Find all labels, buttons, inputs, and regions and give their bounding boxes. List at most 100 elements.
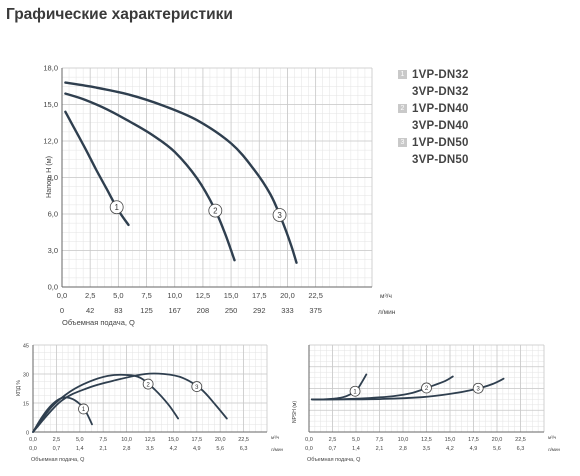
- x2-tick-label: 292: [253, 306, 266, 315]
- x-tick-label: 20,0: [280, 291, 295, 300]
- x-tick-label: 5,0: [113, 291, 123, 300]
- x-tick-label: 17,5: [191, 437, 202, 443]
- legend-marker-3: 3: [398, 138, 407, 147]
- x2-tick-label: 375: [309, 306, 322, 315]
- series-marker-label-1: 1: [82, 407, 86, 413]
- y-tick-label: 18,0: [43, 64, 58, 73]
- x2-unit-label: л/мин: [548, 447, 560, 452]
- x-tick-label: 0,0: [57, 291, 67, 300]
- legend-item-1b: 3VP-DN32: [398, 83, 469, 100]
- x-axis-title: Объемная подача, Q: [31, 457, 85, 463]
- x-tick-label: 20,0: [215, 437, 226, 443]
- x-tick-label: 7,5: [376, 437, 384, 443]
- x-tick-label: 12,5: [196, 291, 211, 300]
- legend: 1 1VP-DN32 3VP-DN32 2 1VP-DN40 3VP-DN40 …: [398, 66, 469, 168]
- x2-tick-label: 4,9: [470, 446, 478, 452]
- y-tick-label: 12,0: [43, 137, 58, 146]
- x2-tick-label: 2,1: [376, 446, 384, 452]
- x2-tick-label: 333: [281, 306, 294, 315]
- x2-tick-label: 250: [225, 306, 238, 315]
- series-marker-3: [191, 381, 203, 392]
- x-tick-label: 15,0: [445, 437, 456, 443]
- x-tick-label: 15,0: [224, 291, 239, 300]
- chart-2-plot: 1 2 3: [32, 344, 268, 433]
- x-tick-label: 15,0: [168, 437, 179, 443]
- legend-item-2b: 3VP-DN40: [398, 117, 469, 134]
- x-tick-label: 22,5: [515, 437, 526, 443]
- x2-tick-label: 0,7: [329, 446, 337, 452]
- x-tick-label: 10,0: [167, 291, 182, 300]
- series-marker-2: [208, 203, 223, 218]
- x-tick-label: 12,5: [421, 437, 432, 443]
- x2-tick-label: 6,3: [517, 446, 525, 452]
- x2-tick-label: 125: [140, 306, 153, 315]
- series-marker-label-3: 3: [277, 211, 282, 220]
- legend-label: 3VP-DN50: [412, 153, 469, 166]
- y-tick-label: 6,0: [48, 210, 58, 219]
- x2-tick-label: 83: [114, 306, 122, 315]
- series-marker-1: [349, 385, 361, 397]
- chart-3-plot: 1 2 3: [308, 344, 545, 433]
- x-axis-title: Объемная подача, Q: [62, 318, 135, 327]
- legend-item-1: 1 1VP-DN32: [398, 66, 469, 83]
- series-marker-label-2: 2: [213, 207, 218, 216]
- x-tick-label: 10,0: [398, 437, 409, 443]
- x-tick-label: 0,0: [29, 437, 37, 443]
- x2-unit-label: л/мин: [271, 447, 283, 452]
- y-tick-label: 9,0: [48, 173, 58, 182]
- x-tick-label: 5,0: [352, 437, 360, 443]
- series-marker-label-3: 3: [195, 385, 199, 391]
- legend-marker-2: 2: [398, 104, 407, 113]
- series-line-2: [32, 373, 179, 433]
- x2-tick-label: 0,0: [305, 446, 313, 452]
- legend-label: 1VP-DN50: [412, 136, 469, 149]
- y-tick-label: 0,0: [48, 283, 58, 292]
- y-tick-label: 45: [23, 344, 29, 350]
- x2-unit-label: л/мин: [378, 309, 396, 316]
- series-marker-1: [78, 403, 89, 415]
- x2-tick-label: 3,5: [146, 446, 154, 452]
- x2-tick-label: 5,6: [493, 446, 501, 452]
- x2-tick-label: 3,5: [423, 446, 431, 452]
- x-unit-label: м³/ч: [548, 435, 557, 440]
- x-tick-label: 12,5: [145, 437, 156, 443]
- series-line-3: [32, 372, 228, 433]
- x-tick-label: 20,0: [492, 437, 503, 443]
- x-tick-label: 7,5: [141, 291, 151, 300]
- x2-tick-label: 42: [86, 306, 94, 315]
- chart-1-plot: 1 2 3: [61, 67, 373, 288]
- series-marker-3: [472, 382, 484, 394]
- series-line-2: [64, 92, 236, 262]
- x-unit-label: м³/ч: [271, 435, 280, 440]
- y-axis-title: NPSH (м): [292, 401, 298, 423]
- x-axis-title: Объемная подача, Q: [307, 457, 361, 463]
- x2-tick-label: 2,8: [399, 446, 407, 452]
- y-tick-label: 15,0: [43, 100, 58, 109]
- legend-item-3: 3 1VP-DN50: [398, 134, 469, 151]
- x2-tick-label: 6,3: [240, 446, 248, 452]
- x-tick-label: 2,5: [53, 437, 61, 443]
- x-tick-label: 17,5: [468, 437, 479, 443]
- x-tick-label: 7,5: [99, 437, 107, 443]
- x-tick-label: 2,5: [85, 291, 95, 300]
- x-tick-label: 5,0: [76, 437, 84, 443]
- y-tick-label: 0: [26, 431, 29, 437]
- x-tick-label: 17,5: [252, 291, 267, 300]
- series-marker-label-1: 1: [353, 389, 357, 395]
- legend-label: 3VP-DN32: [412, 85, 469, 98]
- x2-tick-label: 2,8: [123, 446, 131, 452]
- x-tick-label: 22,5: [238, 437, 249, 443]
- x-tick-label: 2,5: [329, 437, 337, 443]
- y-tick-label: 15: [23, 402, 29, 408]
- x-unit-label: м³/ч: [380, 293, 392, 300]
- series-marker-2: [421, 382, 432, 394]
- series-marker-label-1: 1: [114, 203, 119, 212]
- series-marker-2: [142, 378, 154, 390]
- series-marker-label-2: 2: [425, 386, 429, 392]
- x2-tick-label: 2,1: [99, 446, 107, 452]
- x2-tick-label: 0,7: [53, 446, 61, 452]
- x-tick-label: 22,5: [308, 291, 323, 300]
- series-line-3: [64, 81, 298, 264]
- series-marker-label-3: 3: [477, 386, 481, 392]
